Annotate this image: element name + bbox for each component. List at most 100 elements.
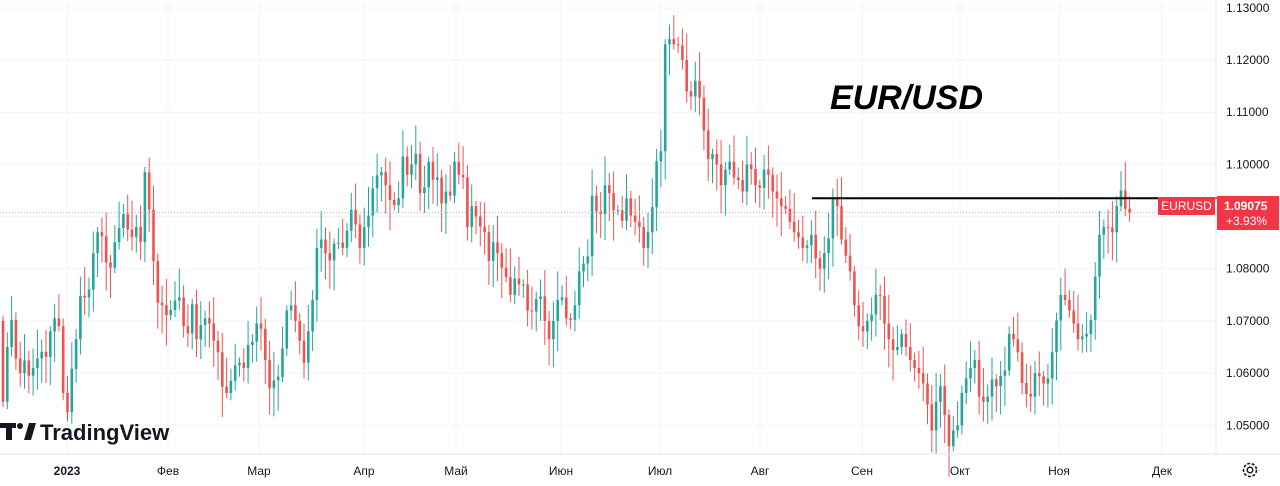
gear-icon[interactable] — [1242, 462, 1258, 478]
candle-body — [754, 169, 757, 186]
candle-body — [100, 232, 104, 237]
y-tick-label: 1.13000 — [1226, 1, 1270, 15]
candle — [732, 135, 736, 185]
candle-body — [745, 164, 749, 192]
candle-body — [646, 232, 650, 248]
candle-body — [797, 232, 800, 238]
candle-body — [18, 358, 22, 374]
candle — [130, 200, 134, 251]
candle — [208, 301, 211, 348]
candle — [986, 384, 989, 424]
candle-body — [152, 209, 155, 261]
candle — [143, 166, 147, 262]
candle — [1128, 196, 1131, 222]
candle — [307, 305, 310, 381]
candle-body — [633, 215, 637, 222]
candle — [964, 361, 968, 405]
candle — [1119, 171, 1123, 212]
candle — [1089, 314, 1093, 352]
candle — [70, 342, 74, 424]
tradingview-logo[interactable]: TradingView — [0, 420, 170, 445]
candle — [96, 227, 99, 278]
candle — [569, 313, 572, 330]
candle — [560, 285, 564, 306]
candle — [509, 248, 512, 303]
candle — [156, 253, 160, 329]
candle-body — [40, 351, 43, 359]
candle — [500, 243, 504, 298]
candle — [160, 285, 164, 334]
candle — [530, 286, 534, 330]
candle — [934, 373, 938, 455]
candle — [337, 228, 340, 249]
candle — [268, 340, 271, 415]
candle — [251, 334, 254, 363]
candle-body — [818, 258, 822, 269]
candle — [995, 374, 998, 413]
candle-body — [676, 44, 680, 46]
candle-body — [328, 253, 332, 261]
candle-body — [66, 392, 69, 413]
candle-body — [1038, 373, 1041, 377]
candle-body — [758, 185, 762, 188]
candle-body — [83, 295, 86, 298]
candle — [642, 217, 645, 266]
candle-body — [362, 227, 366, 248]
candle-body — [857, 305, 860, 327]
candle-body — [956, 425, 959, 431]
candle — [479, 201, 482, 247]
candle-body — [255, 323, 258, 342]
candle — [199, 301, 203, 360]
candle — [1003, 346, 1007, 406]
candle — [1085, 312, 1088, 353]
candle-body — [552, 320, 555, 340]
symbol-label: EURUSD — [1161, 199, 1212, 213]
candle-body — [947, 414, 951, 447]
candle-body — [496, 242, 499, 254]
candle — [663, 39, 667, 180]
candle — [582, 255, 585, 288]
candle — [324, 227, 327, 280]
candle — [805, 240, 809, 264]
candle-body — [960, 392, 964, 426]
candle-body — [448, 191, 452, 196]
candle — [74, 329, 78, 383]
candle-body — [491, 242, 495, 261]
candle-body — [233, 365, 237, 381]
candle-body — [642, 227, 645, 248]
candle — [259, 297, 263, 351]
candle-body — [1085, 333, 1088, 337]
candle-body — [358, 224, 362, 248]
candle — [655, 148, 658, 232]
candle-body — [844, 239, 848, 256]
candle-body — [444, 191, 448, 204]
candle-body — [543, 296, 547, 321]
y-tick-label: 1.11000 — [1226, 105, 1269, 119]
candle — [706, 108, 710, 182]
candle — [1106, 210, 1110, 254]
time-scale[interactable]: 2023 Фев Мар Апр Май Июн Июл Авг Сен Окт Ноя Дек — [54, 464, 1173, 478]
candle-body — [999, 375, 1002, 387]
candle — [1038, 351, 1041, 397]
candle — [1111, 201, 1114, 261]
candle-body — [440, 177, 443, 204]
candle-body — [629, 198, 633, 216]
candle-body — [685, 60, 688, 92]
candle-body — [952, 430, 955, 447]
candle — [982, 367, 985, 422]
candle-body — [307, 331, 310, 363]
candle — [827, 212, 830, 280]
candle-body — [771, 174, 774, 192]
candle-body — [10, 319, 13, 348]
candle-body — [801, 237, 805, 248]
candle — [629, 190, 633, 227]
candle — [44, 330, 48, 384]
x-tick-label: Мар — [247, 464, 271, 478]
candle-body — [651, 207, 654, 233]
candle — [444, 174, 448, 234]
candle-body — [870, 314, 873, 321]
candle-body — [749, 164, 753, 170]
candle — [526, 269, 529, 327]
